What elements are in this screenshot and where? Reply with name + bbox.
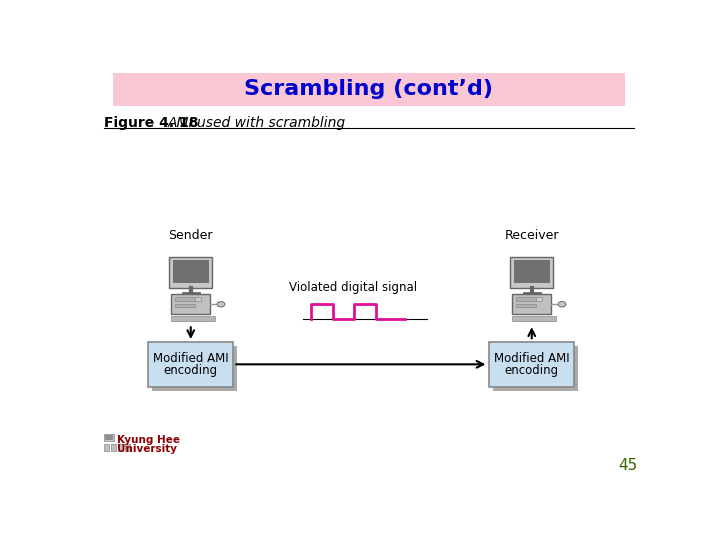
Bar <box>513 294 551 314</box>
Bar <box>516 298 536 301</box>
Text: 45: 45 <box>618 458 637 473</box>
Bar <box>489 342 575 387</box>
Bar <box>148 342 233 387</box>
Text: encoding: encoding <box>163 364 218 377</box>
Bar <box>175 303 194 307</box>
Text: Scrambling (cont’d): Scrambling (cont’d) <box>245 79 493 99</box>
Bar <box>173 260 209 284</box>
Text: University: University <box>117 444 177 454</box>
Bar <box>118 444 123 451</box>
Bar <box>175 298 194 301</box>
Text: Kyung Hee: Kyung Hee <box>117 435 180 445</box>
Bar <box>171 294 210 314</box>
Bar <box>152 346 238 390</box>
Ellipse shape <box>217 301 225 307</box>
Text: Receiver: Receiver <box>505 229 559 242</box>
Bar <box>513 316 556 321</box>
Text: AMI used with scrambling: AMI used with scrambling <box>168 117 346 130</box>
Bar <box>536 298 542 301</box>
Bar <box>104 444 109 451</box>
Bar <box>516 303 536 307</box>
Bar <box>171 316 215 321</box>
Bar <box>104 435 113 440</box>
Text: Figure 4. 18: Figure 4. 18 <box>104 117 199 130</box>
Ellipse shape <box>558 301 566 307</box>
Bar <box>113 72 625 106</box>
Text: Sender: Sender <box>168 229 213 242</box>
Text: Modified AMI: Modified AMI <box>153 353 228 366</box>
Text: Modified AMI: Modified AMI <box>494 353 570 366</box>
Bar <box>111 444 117 451</box>
Bar <box>194 298 201 301</box>
Text: encoding: encoding <box>505 364 559 377</box>
FancyBboxPatch shape <box>510 257 553 288</box>
Bar <box>104 434 114 441</box>
Bar <box>513 260 550 284</box>
Bar <box>125 444 130 451</box>
Text: Violated digital signal: Violated digital signal <box>289 281 418 294</box>
Bar <box>493 346 578 390</box>
FancyBboxPatch shape <box>169 257 212 288</box>
